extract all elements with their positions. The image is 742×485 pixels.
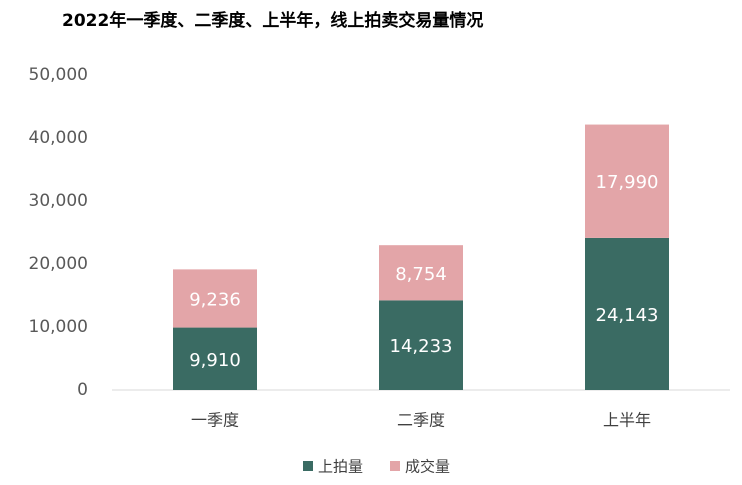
value-label: 9,910 <box>189 350 241 371</box>
chart-title: 2022年一季度、二季度、上半年，线上拍卖交易量情况 <box>62 10 483 31</box>
legend-swatch <box>390 461 400 471</box>
legend-swatch <box>303 461 313 471</box>
legend-label: 上拍量 <box>318 458 363 476</box>
value-label: 24,143 <box>596 305 659 326</box>
bar-segment <box>173 327 257 390</box>
value-label: 8,754 <box>395 264 447 285</box>
bar-segment <box>379 300 463 390</box>
value-label: 9,236 <box>189 289 241 310</box>
y-tick-label: 50,000 <box>29 65 88 85</box>
bar-segment <box>173 269 257 328</box>
x-tick-label: 上半年 <box>603 411 651 430</box>
y-tick-label: 10,000 <box>29 317 88 337</box>
bar-segment <box>585 237 669 390</box>
value-label: 14,233 <box>390 336 453 357</box>
legend-label: 成交量 <box>405 458 450 476</box>
value-label: 17,990 <box>596 172 659 193</box>
y-tick-label: 20,000 <box>29 254 88 274</box>
x-tick-label: 一季度 <box>191 411 239 430</box>
y-tick-label: 40,000 <box>29 128 88 148</box>
y-tick-label: 0 <box>77 380 88 400</box>
y-tick-label: 30,000 <box>29 191 88 211</box>
bar-segment <box>379 245 463 301</box>
x-tick-label: 二季度 <box>397 411 445 430</box>
bar-segment <box>585 124 669 238</box>
